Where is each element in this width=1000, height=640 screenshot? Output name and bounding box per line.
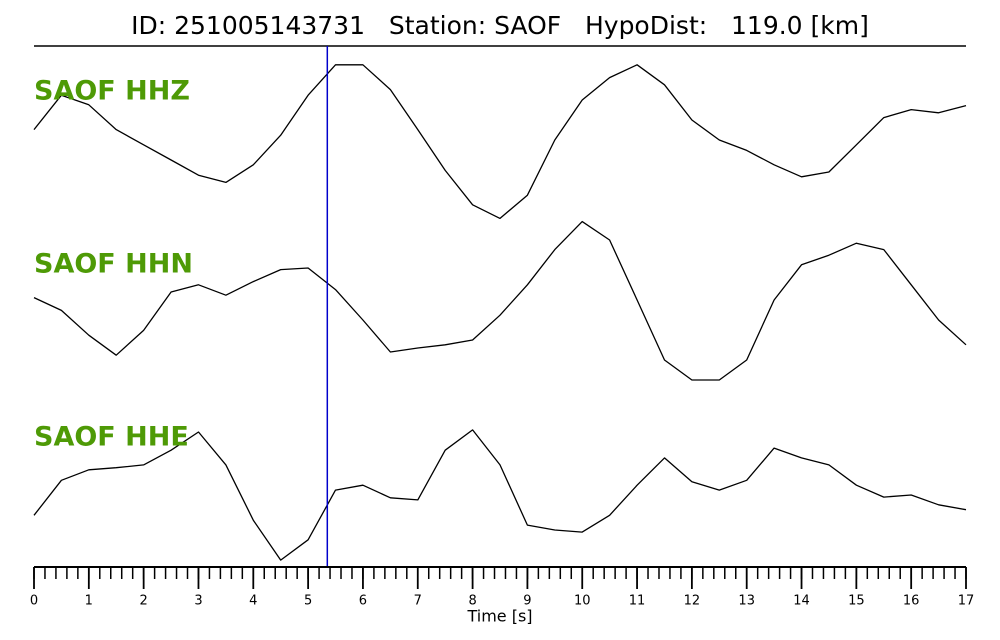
x-tick-label: 13: [738, 594, 755, 609]
x-axis-label: Time [s]: [466, 607, 532, 626]
x-tick-label: 12: [684, 594, 701, 609]
x-tick-label: 1: [85, 594, 93, 609]
x-tick-label: 11: [629, 594, 646, 609]
chart-title: ID: 251005143731 Station: SAOF HypoDist:…: [131, 11, 869, 40]
x-tick-label: 17: [958, 594, 975, 609]
x-tick-label: 10: [574, 594, 591, 609]
x-tick-label: 7: [414, 594, 422, 609]
trace-label: SAOF HHE: [34, 422, 189, 453]
x-tick-label: 9: [523, 594, 531, 609]
x-tick-label: 8: [468, 594, 476, 609]
trace: [33, 429, 967, 561]
x-tick-label: 3: [194, 594, 202, 609]
trace-label: SAOF HHN: [34, 249, 193, 280]
x-tick-label: 0: [30, 594, 38, 609]
trace-label: SAOF HHZ: [34, 76, 190, 107]
x-tick-label: 5: [304, 594, 312, 609]
trace: [33, 64, 967, 220]
x-tick-label: 6: [359, 594, 367, 609]
trace: [33, 220, 967, 381]
x-tick-label: 2: [140, 594, 148, 609]
x-tick-label: 14: [793, 594, 810, 609]
x-tick-label: 4: [249, 594, 257, 609]
x-tick-label: 16: [903, 594, 920, 609]
x-tick-label: 15: [848, 594, 865, 609]
